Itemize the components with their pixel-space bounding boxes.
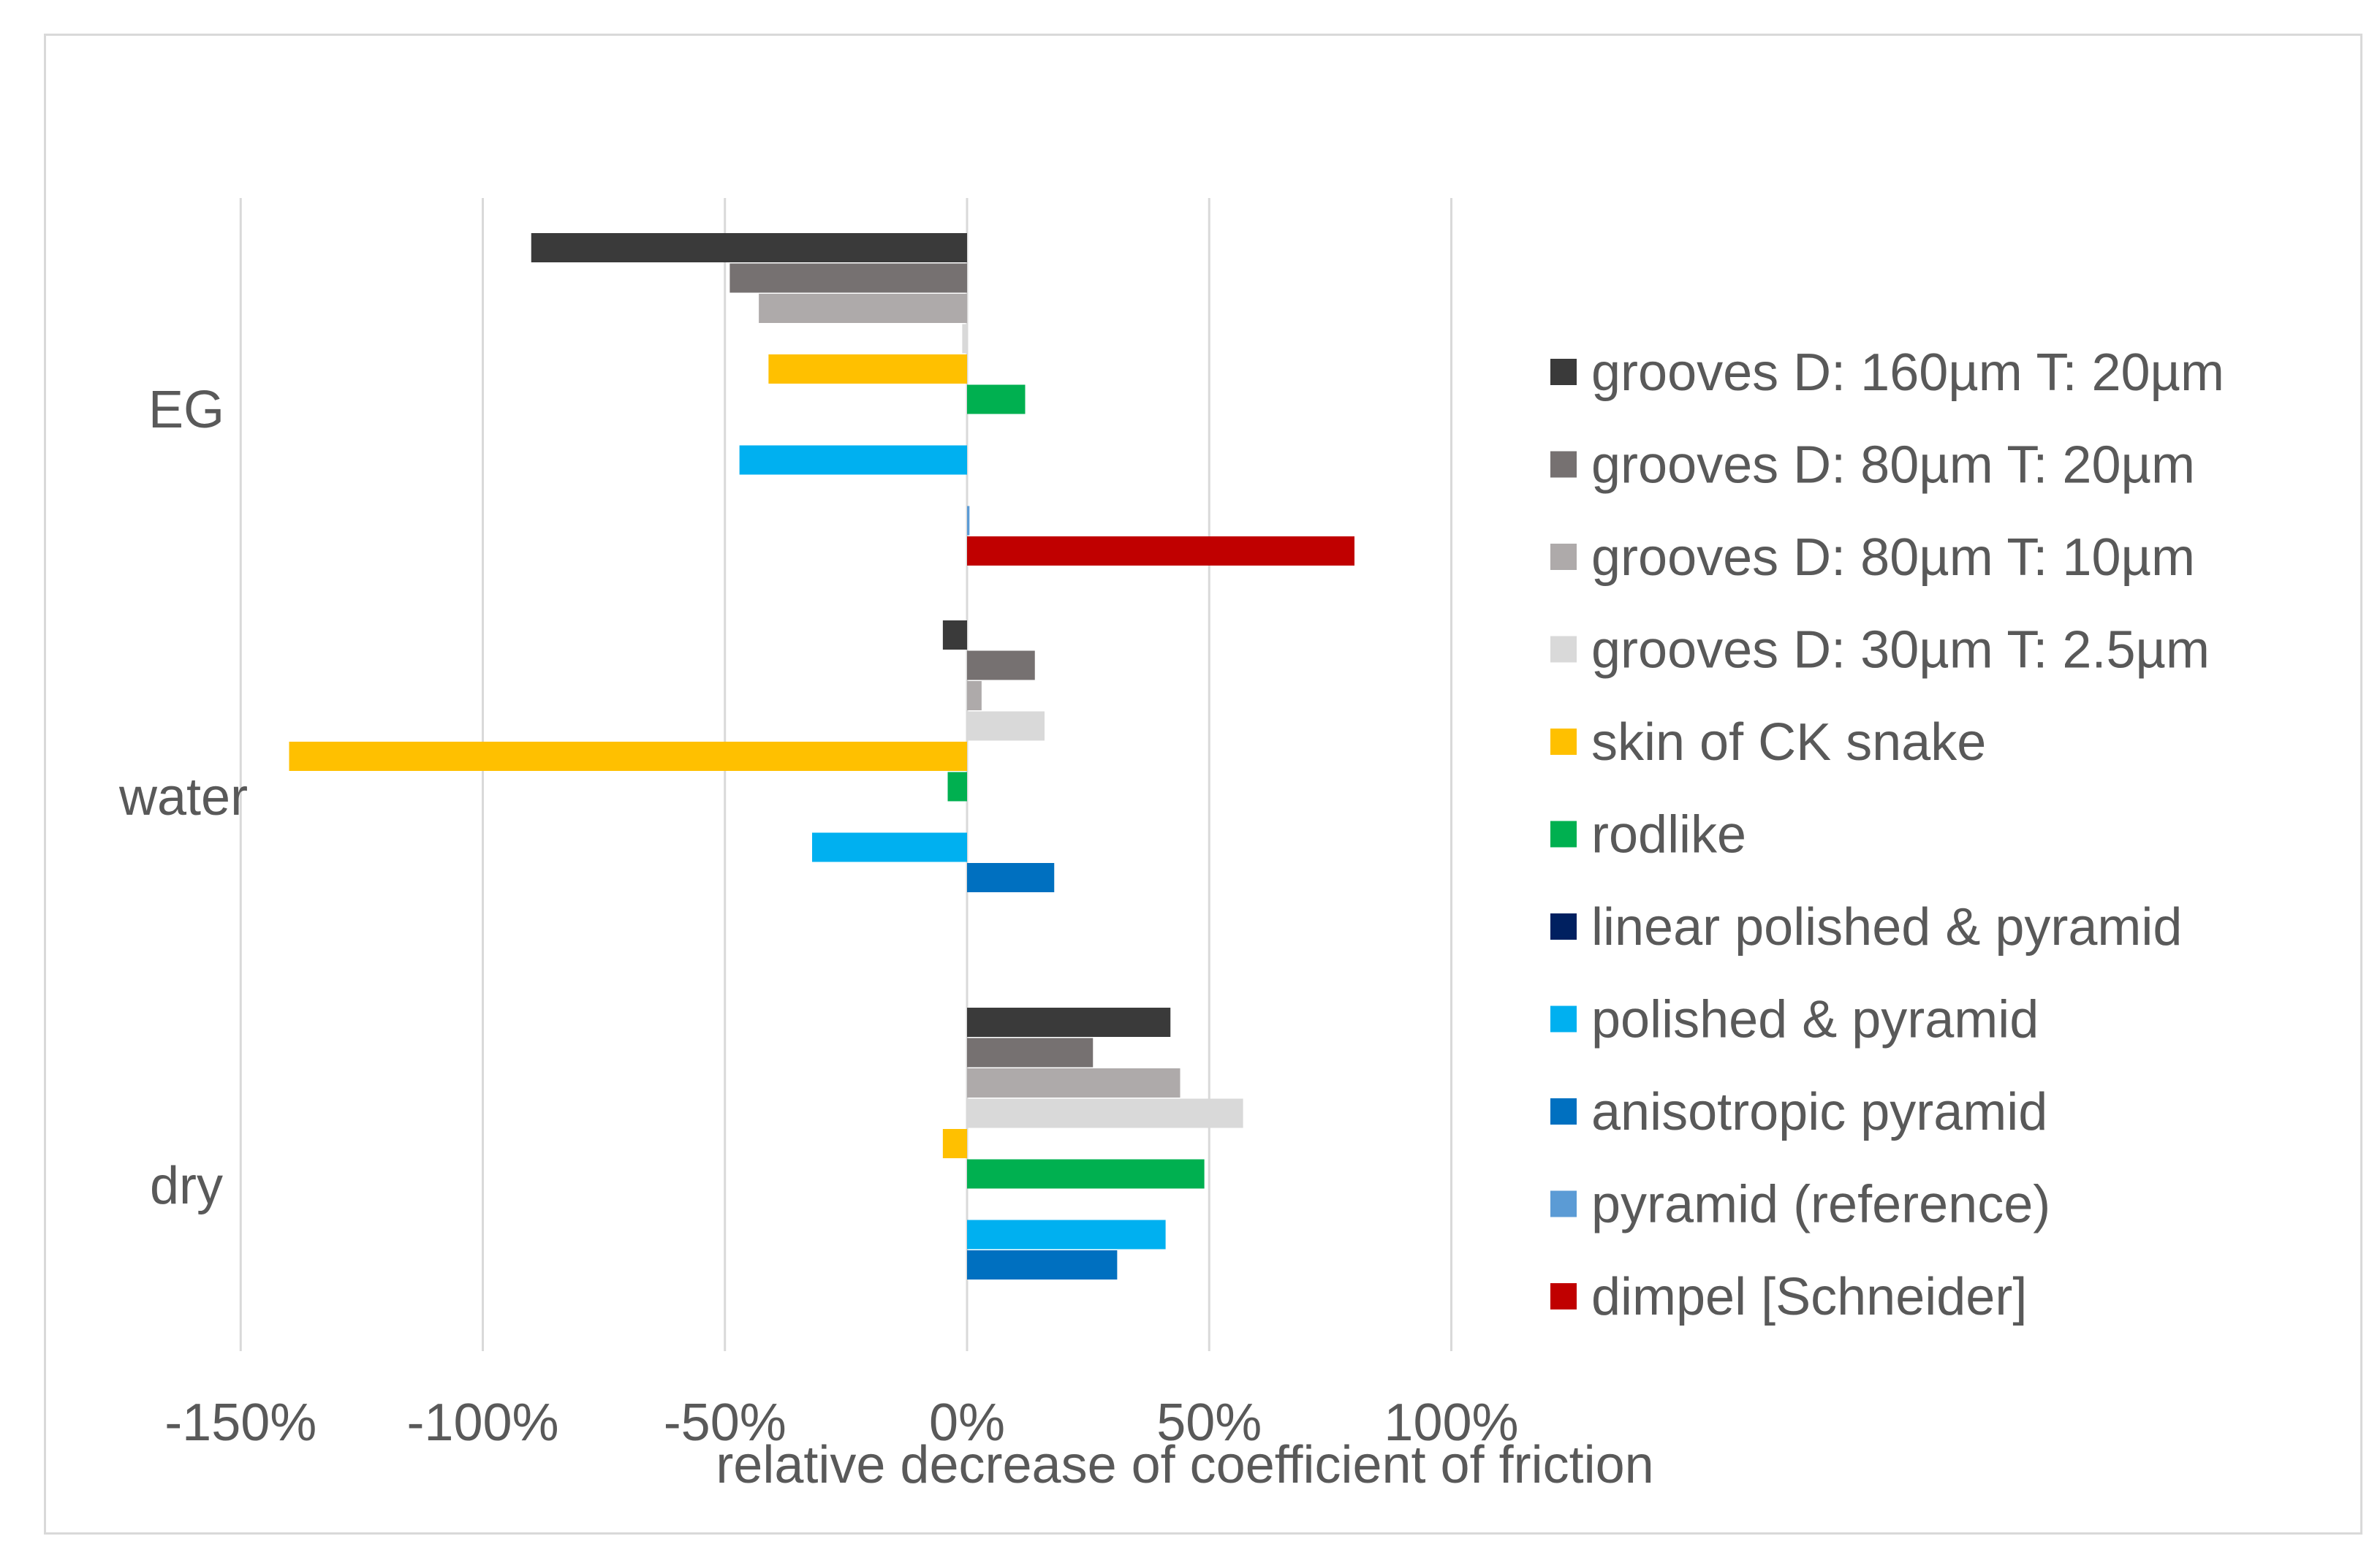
bar-water-5 [947, 772, 967, 802]
legend: grooves D: 160µm T: 20µm grooves D: 80µm … [1550, 343, 2224, 1326]
legend-swatch [1550, 451, 1577, 478]
bar-eg-3 [962, 324, 967, 354]
legend-label: grooves D: 30µm T: 2.5µm [1591, 621, 2210, 680]
bar-water-0 [942, 620, 967, 650]
x-tick-label: 100% [1384, 1394, 1518, 1452]
legend-label: rodlike [1591, 806, 1746, 864]
x-tick-label: 50% [1156, 1394, 1262, 1452]
bar-dry-4 [942, 1129, 967, 1158]
category-label-layer: EG water dry [118, 381, 248, 1215]
x-tick-label: -150% [164, 1394, 317, 1452]
legend-label: linear polished & pyramid [1591, 898, 2182, 957]
chart-frame: -150% -100% -50% 0% 50% 100% EG water dry relat… [44, 34, 2362, 1535]
bar-eg-4 [768, 354, 967, 384]
legend-swatch [1550, 1283, 1577, 1309]
bar-eg-7 [739, 445, 967, 475]
legend-swatch [1550, 1098, 1577, 1125]
bar-dry-2 [967, 1068, 1180, 1098]
x-axis-title: relative decrease of coefficient of fric… [716, 1436, 1653, 1494]
legend-label: grooves D: 160µm T: 20µm [1591, 343, 2224, 402]
legend-swatch [1550, 1005, 1577, 1033]
legend-swatch [1550, 821, 1577, 848]
legend-swatch [1550, 636, 1577, 663]
bar-water-4 [289, 742, 967, 771]
bar-water-3 [967, 711, 1045, 741]
legend-label: anisotropic pyramid [1591, 1083, 2047, 1141]
legend-label: dimpel [Schneider] [1591, 1268, 2027, 1326]
bar-eg-2 [759, 294, 967, 323]
bar-dry-0 [967, 1008, 1171, 1037]
x-tick-label: 0% [929, 1394, 1005, 1452]
x-tick-label: -50% [664, 1394, 787, 1452]
category-label-eg: EG [148, 381, 224, 439]
bar-eg-0 [531, 233, 967, 262]
chart-svg: -150% -100% -50% 0% 50% 100% EG water dry relat… [118, 198, 2224, 1494]
bar-eg-10 [967, 536, 1354, 566]
tick-layer: -150% -100% -50% 0% 50% 100% [164, 1394, 1518, 1452]
legend-swatch [1550, 359, 1577, 385]
bar-water-8 [967, 863, 1055, 892]
bar-dry-5 [967, 1159, 1205, 1189]
bar-water-2 [967, 681, 982, 710]
category-label-dry: dry [150, 1157, 223, 1215]
bar-dry-1 [967, 1038, 1094, 1068]
bar-dry-3 [967, 1098, 1243, 1128]
bar-dry-7 [967, 1220, 1166, 1250]
bar-eg-1 [729, 263, 967, 293]
legend-label: skin of CK snake [1591, 713, 1986, 772]
legend-label: pyramid (reference) [1591, 1176, 2050, 1234]
category-label-water: water [118, 768, 248, 826]
legend-swatch [1550, 913, 1577, 940]
legend-label: polished & pyramid [1591, 991, 2039, 1049]
x-tick-label: -100% [406, 1394, 558, 1452]
legend-label: grooves D: 80µm T: 20µm [1591, 436, 2195, 495]
bar-layer [289, 233, 1354, 1280]
bar-eg-9 [967, 506, 970, 536]
bar-eg-5 [967, 384, 1026, 414]
legend-swatch [1550, 544, 1577, 570]
bar-water-1 [967, 650, 1035, 680]
bar-water-7 [812, 832, 967, 862]
legend-label: grooves D: 80µm T: 10µm [1591, 528, 2195, 587]
legend-swatch [1550, 1190, 1577, 1217]
bar-dry-8 [967, 1250, 1118, 1280]
legend-swatch [1550, 729, 1577, 755]
